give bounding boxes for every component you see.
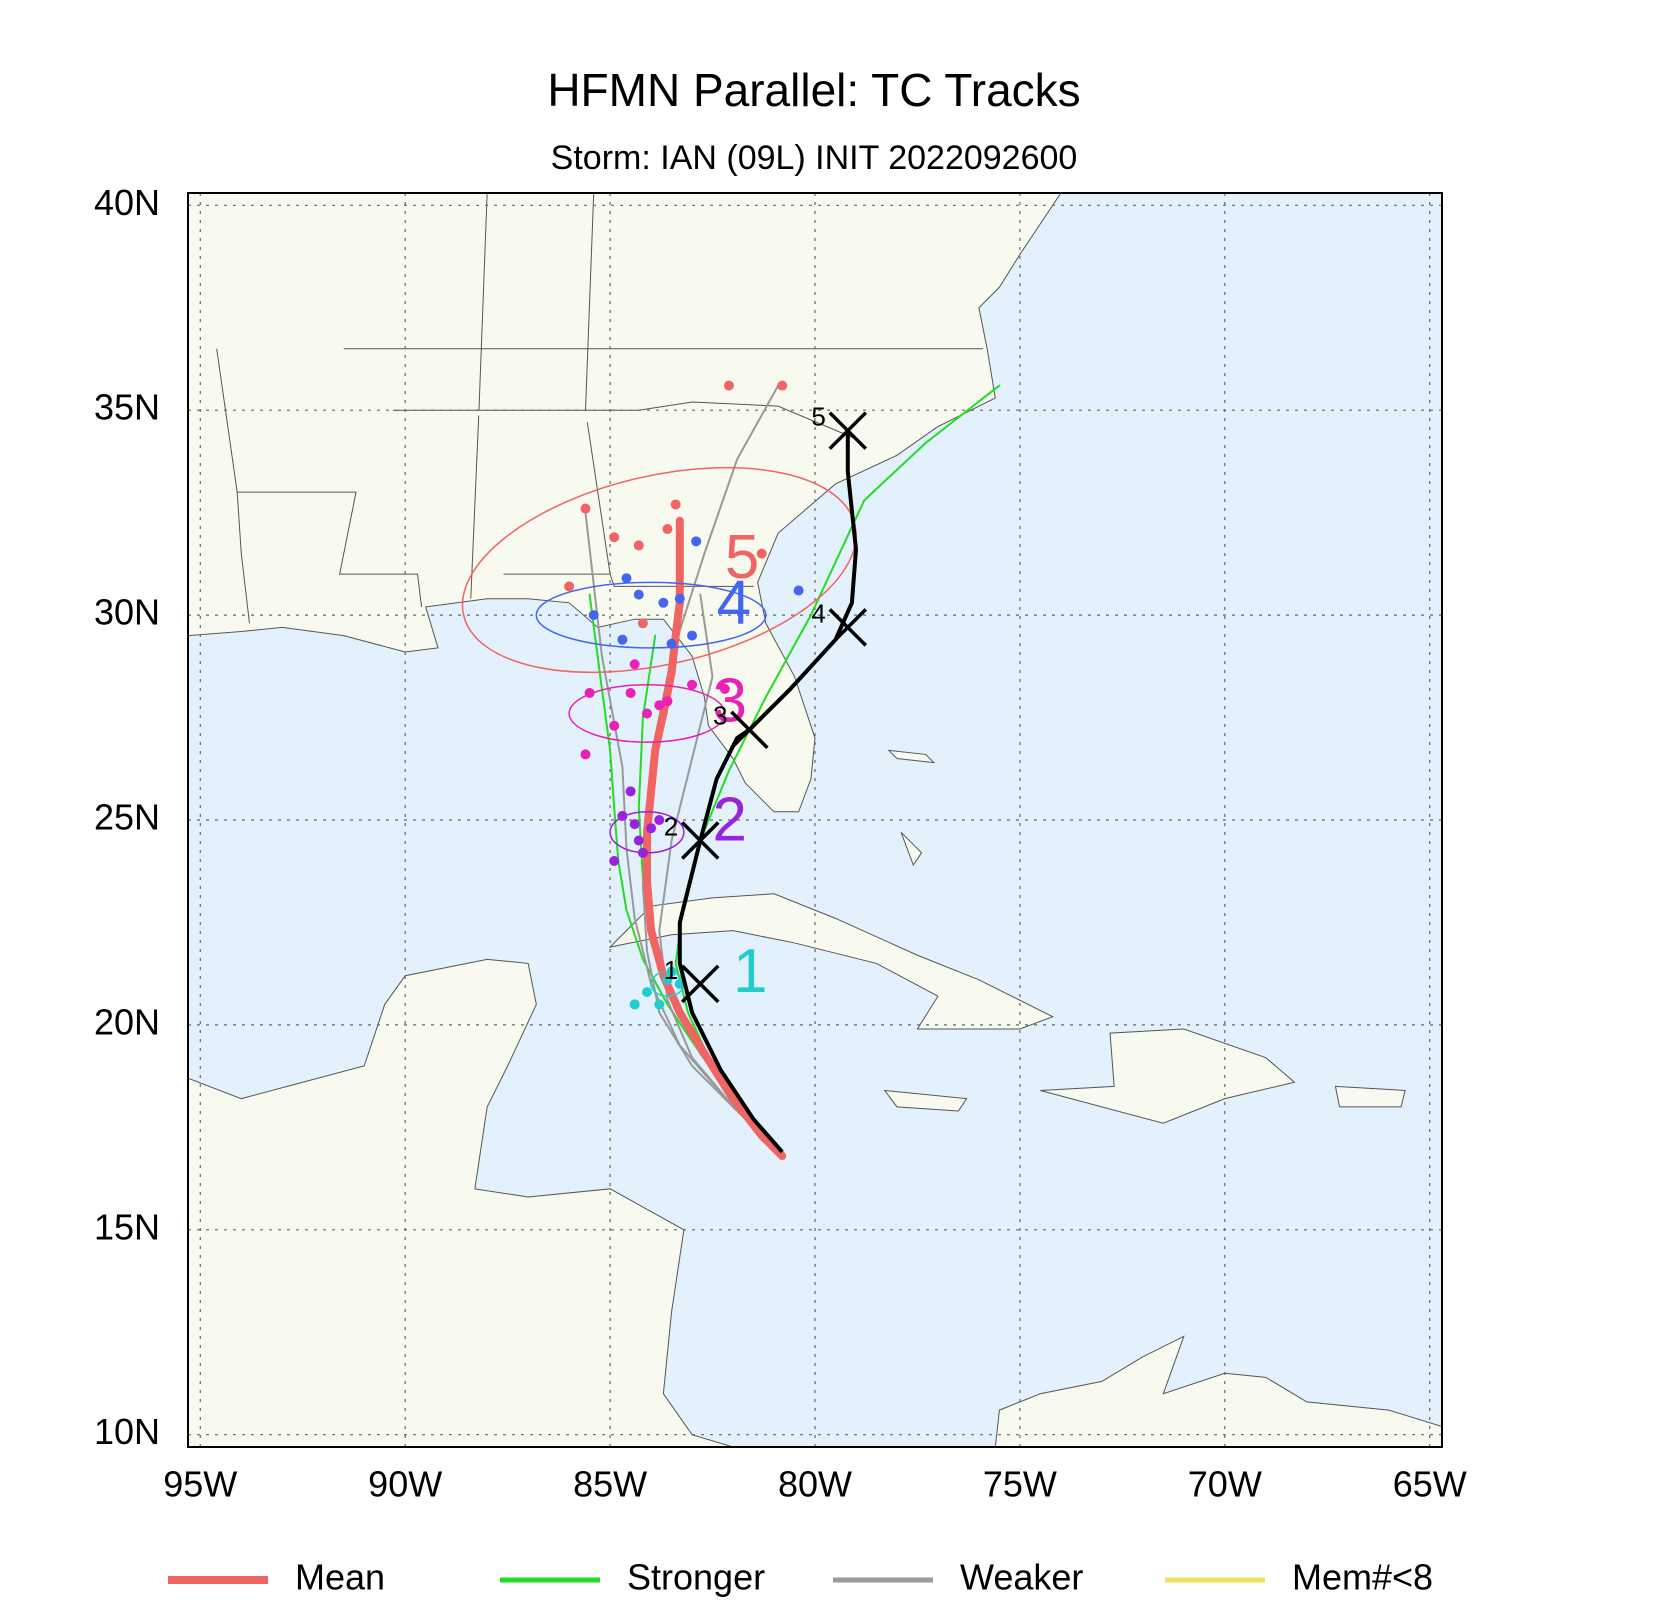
member-position — [625, 786, 636, 797]
member-position — [670, 499, 681, 510]
official-track — [677, 430, 858, 1154]
track-marker — [730, 710, 769, 750]
track-marker — [828, 608, 868, 647]
track-line — [643, 516, 787, 1160]
track-marker — [681, 821, 720, 860]
member-position — [641, 708, 652, 719]
member-position — [609, 855, 620, 866]
track-marker — [828, 411, 868, 450]
member-position — [617, 810, 628, 821]
x-tick-label: 95W — [163, 1464, 237, 1505]
spread-label: 1 — [733, 937, 767, 1006]
member-position — [658, 597, 669, 608]
north-america — [188, 193, 1061, 812]
marker-label: 4 — [811, 598, 825, 628]
member-position — [625, 687, 636, 698]
member-position — [662, 524, 673, 535]
hispaniola — [1040, 1029, 1294, 1123]
y-tick-label: 30N — [94, 592, 160, 633]
x-tick-label: 75W — [983, 1464, 1057, 1505]
member-position — [719, 683, 730, 694]
member-position — [662, 696, 673, 707]
puerto-rico — [1335, 1086, 1405, 1106]
cuba — [610, 894, 1053, 1029]
south-america — [995, 1336, 1442, 1447]
member-position — [637, 618, 648, 629]
member-position — [687, 679, 698, 690]
track-marker — [681, 964, 720, 1004]
member-position — [641, 987, 652, 998]
y-tick-label: 20N — [94, 1001, 160, 1042]
chart-title: HFMN Parallel: TC Tracks — [547, 64, 1080, 116]
bahamas — [889, 750, 934, 762]
member-position — [646, 823, 657, 834]
member-position — [637, 847, 648, 858]
member-position — [580, 749, 591, 760]
member-position — [633, 835, 644, 846]
member-position — [629, 819, 640, 830]
member-position — [662, 974, 673, 985]
y-tick-label: 15N — [94, 1206, 160, 1247]
x-tick-label: 85W — [573, 1464, 647, 1505]
member-position — [654, 999, 665, 1010]
member-position — [687, 630, 698, 641]
basemap — [188, 193, 1442, 1447]
x-tick-label: 70W — [1188, 1464, 1262, 1505]
member-position — [674, 593, 685, 604]
jamaica — [885, 1090, 967, 1110]
x-tick-label: 65W — [1393, 1464, 1467, 1505]
marker-label: 3 — [713, 701, 727, 731]
x-tick-label: 90W — [368, 1464, 442, 1505]
bahamas — [901, 832, 921, 865]
grid — [188, 193, 1442, 1447]
marker-label: 5 — [811, 402, 825, 432]
legend-label: Stronger — [627, 1557, 765, 1598]
member-position — [633, 589, 644, 600]
y-tick-label: 25N — [94, 797, 160, 838]
chart-subtitle: Storm: IAN (09L) INIT 2022092600 — [551, 139, 1078, 177]
member-position — [654, 815, 665, 825]
spread-ellipse — [535, 581, 767, 649]
spread-label: 4 — [717, 568, 751, 637]
track-line — [658, 593, 784, 1153]
member-position — [621, 573, 632, 584]
member-position — [609, 532, 620, 543]
member-position — [629, 659, 640, 670]
member-position — [723, 380, 734, 391]
state-border — [392, 402, 856, 439]
member-position — [580, 503, 591, 514]
member-position — [629, 999, 640, 1010]
marker-label: 2 — [664, 811, 678, 841]
member-position — [564, 581, 575, 592]
member-position — [584, 687, 595, 698]
y-tick-label: 35N — [94, 387, 160, 428]
member-position — [777, 380, 788, 391]
spread-label: 5 — [725, 523, 759, 592]
y-tick-label: 40N — [94, 182, 160, 223]
member-position — [588, 610, 599, 621]
member-position — [666, 638, 677, 649]
member-position — [793, 585, 804, 596]
legend: Mean Stronger Weaker Mem#<8 — [168, 1557, 1433, 1598]
member-position — [633, 540, 644, 551]
spread-ellipse — [568, 684, 726, 743]
spread-label: 2 — [713, 785, 747, 854]
member-position — [666, 966, 677, 977]
member-position — [609, 720, 620, 731]
y-tick-label: 10N — [94, 1411, 160, 1452]
central-america — [188, 959, 733, 1447]
legend-label: Mem#<8 — [1292, 1557, 1433, 1598]
marker-label: 1 — [664, 955, 678, 985]
member-position — [654, 700, 665, 711]
plot-frame — [187, 192, 1443, 1448]
legend-label: Weaker — [960, 1557, 1083, 1598]
member-position — [617, 634, 628, 645]
member-position — [691, 536, 702, 547]
legend-label: Mean — [295, 1557, 385, 1598]
member-position — [756, 548, 767, 559]
x-tick-label: 80W — [778, 1464, 852, 1505]
